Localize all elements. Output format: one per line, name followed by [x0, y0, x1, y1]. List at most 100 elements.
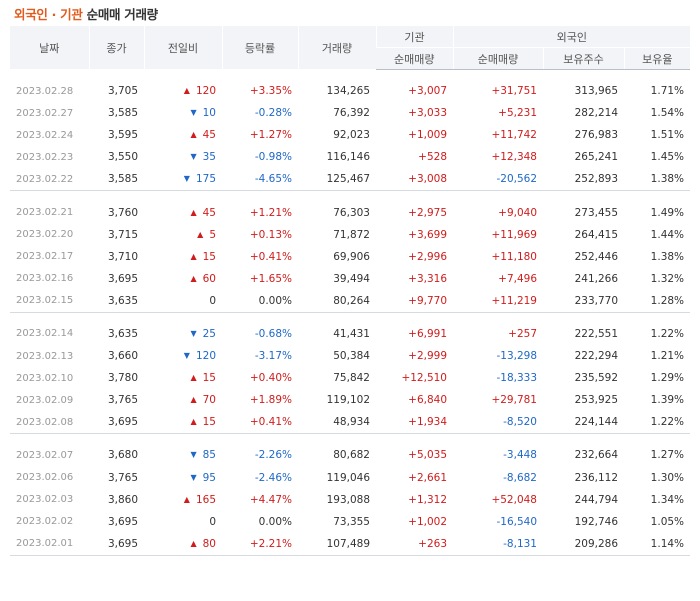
- holding-ratio-cell: 1.38%: [624, 168, 691, 192]
- header-holding-ratio: 보유율: [623, 47, 691, 70]
- holding-ratio-cell: 1.05%: [650, 515, 685, 528]
- foreign-net-cell: +11,969: [491, 228, 537, 241]
- institution-net-cell: +5,035: [408, 449, 447, 462]
- group-spacer: [10, 555, 690, 566]
- institution-net-cell: +3,008: [376, 168, 453, 192]
- table-body: 2023.02.28 3,705 ▲ 120 +3.35% 134,265 +3,007 +3…: [10, 70, 691, 566]
- down-arrow-icon: ▼: [190, 450, 197, 460]
- change-value: 95: [202, 471, 216, 484]
- table-row: 2023.02.17 3,710 ▲ 15 +0.41% 69,906 +2,996 +11,…: [10, 246, 690, 268]
- close-price-cell: 3,710: [107, 250, 138, 263]
- close-price-cell: 3,780: [107, 372, 138, 385]
- volume-cell: 80,682: [333, 449, 370, 462]
- up-arrow-icon: ▲: [197, 229, 204, 239]
- institution-net-cell: +12,510: [401, 372, 447, 385]
- change-cell: ▲ 60: [144, 268, 222, 290]
- holdings-cell: 273,455: [574, 206, 618, 219]
- volume-cell: 125,467: [298, 168, 376, 192]
- date-cell: 2023.02.22: [10, 168, 89, 192]
- close-price-cell: 3,695: [107, 515, 138, 528]
- change-cell: ▼ 25: [144, 323, 222, 345]
- change-cell: ▲ 120: [144, 80, 222, 102]
- change-cell: ▲ 165: [144, 489, 222, 511]
- holding-ratio-cell: 1.38%: [650, 250, 685, 263]
- header-foreign-group: 외국인: [452, 26, 691, 48]
- date-cell: 2023.02.09: [16, 394, 74, 406]
- foreign-net-cell: +29,781: [491, 394, 537, 407]
- holding-ratio-cell: 1.54%: [650, 107, 685, 120]
- volume-cell: 134,265: [326, 85, 370, 98]
- title-rest: 순매매 거래량: [86, 7, 159, 22]
- rate-cell: -3.17%: [254, 350, 292, 363]
- institution-net-cell: +3,033: [408, 107, 447, 120]
- table-row: 2023.02.23 3,550 ▼ 35 -0.98% 116,146 +528 +12,3…: [10, 146, 690, 168]
- volume-cell: 76,392: [333, 107, 370, 120]
- holding-ratio-cell: 1.28%: [624, 289, 691, 313]
- volume-cell: 48,934: [298, 411, 376, 435]
- holdings-cell: 282,214: [574, 107, 618, 120]
- table-row: 2023.02.09 3,765 ▲ 70 +1.89% 119,102 +6,840 +29…: [10, 389, 690, 411]
- institution-net-cell: +1,009: [408, 129, 447, 142]
- rate-cell: +1.65%: [249, 272, 292, 285]
- table-row: 2023.02.24 3,595 ▲ 45 +1.27% 92,023 +1,009 +11,…: [10, 124, 690, 146]
- change-cell: ▲ 15: [144, 367, 222, 389]
- institution-net-cell: +2,661: [408, 471, 447, 484]
- change-value: 15: [202, 416, 216, 429]
- rate-cell: -4.65%: [222, 168, 298, 192]
- institution-net-cell: +6,840: [408, 394, 447, 407]
- header-holdings: 보유주수: [542, 47, 624, 70]
- header-foreign-net: 순매매량: [452, 47, 543, 70]
- rate-cell: -2.46%: [254, 471, 292, 484]
- rate-cell: +3.35%: [249, 85, 292, 98]
- holdings-cell: 241,266: [574, 272, 618, 285]
- date-cell: 2023.02.27: [16, 107, 74, 119]
- rate-cell: -0.98%: [254, 151, 292, 164]
- volume-cell: 107,489: [298, 532, 376, 556]
- holding-ratio-cell: 1.51%: [650, 129, 685, 142]
- date-cell: 2023.02.20: [16, 229, 74, 241]
- change-value: 120: [195, 85, 216, 98]
- volume-cell: 50,384: [333, 350, 370, 363]
- date-cell: 2023.02.23: [16, 151, 74, 163]
- volume-cell: 92,023: [333, 129, 370, 142]
- institution-net-cell: +6,991: [408, 327, 447, 340]
- foreign-net-cell: +257: [508, 327, 537, 340]
- table-row: 2023.02.07 3,680 ▼ 85 -2.26% 80,682 +5,035 -3,4…: [10, 444, 690, 466]
- holding-ratio-cell: 1.22%: [650, 327, 685, 340]
- down-arrow-icon: ▼: [183, 351, 190, 361]
- close-price-cell: 3,765: [107, 394, 138, 407]
- rate-cell: -0.68%: [254, 327, 292, 340]
- close-price-cell: 3,695: [107, 272, 138, 285]
- change-cell: 0: [144, 289, 222, 313]
- header-institution-group: 기관: [375, 26, 453, 48]
- close-price-cell: 3,635: [107, 327, 138, 340]
- volume-cell: 73,355: [333, 515, 370, 528]
- change-cell: ▼ 85: [144, 444, 222, 466]
- up-arrow-icon: ▲: [190, 251, 197, 261]
- volume-cell: 71,872: [333, 228, 370, 241]
- rate-cell: +1.89%: [249, 394, 292, 407]
- holdings-cell: 313,965: [574, 85, 618, 98]
- up-arrow-icon: ▲: [190, 207, 197, 217]
- volume-cell: 75,842: [333, 372, 370, 385]
- table-row: 2023.02.01 3,695 ▲ 80 +2.21% 107,489 +263 -8,13…: [10, 532, 691, 556]
- holdings-cell: 209,286: [543, 532, 624, 556]
- foreign-net-cell: +11,742: [491, 129, 537, 142]
- volume-cell: 193,088: [326, 493, 370, 506]
- change-cell: ▲ 45: [144, 201, 222, 223]
- foreign-net-cell: +31,751: [491, 85, 537, 98]
- change-value: 120: [195, 350, 216, 363]
- close-price-cell: 3,705: [107, 85, 138, 98]
- foreign-net-cell: +12,348: [491, 151, 537, 164]
- foreign-net-cell: -8,131: [453, 532, 543, 556]
- change-value: 60: [202, 272, 216, 285]
- institution-net-cell: +2,999: [408, 350, 447, 363]
- table-row: 2023.02.28 3,705 ▲ 120 +3.35% 134,265 +3,007 +3…: [10, 80, 690, 102]
- rate-cell: -2.26%: [254, 449, 292, 462]
- investor-trading-table: 날짜 종가 전일비 등락률 거래량 기관 외국인 순매매량 순매매량 보유주수 …: [10, 26, 691, 566]
- holdings-cell: 224,144: [543, 411, 624, 435]
- rate-cell: +1.21%: [249, 206, 292, 219]
- change-cell: ▼ 175: [144, 168, 222, 192]
- change-value: 15: [202, 372, 216, 385]
- down-arrow-icon: ▼: [190, 152, 197, 162]
